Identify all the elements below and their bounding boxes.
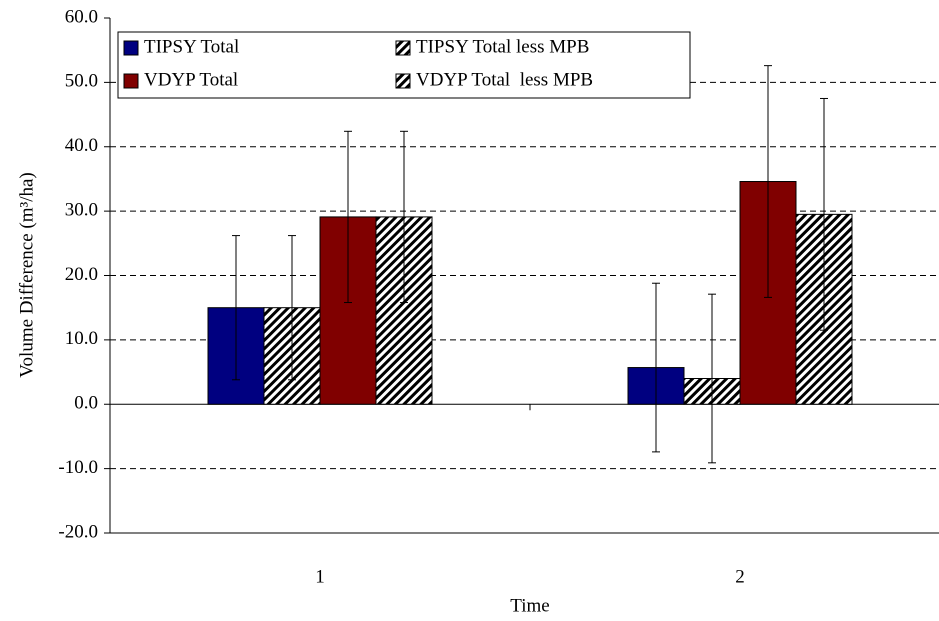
y-tick-label: 40.0 — [65, 135, 98, 156]
y-tick-label: 60.0 — [65, 6, 98, 27]
y-tick-label: -20.0 — [58, 521, 98, 542]
legend-label: VDYP Total — [144, 69, 238, 90]
y-tick-label: 20.0 — [65, 264, 98, 285]
x-axis-title: Time — [510, 595, 549, 616]
y-tick-label: 50.0 — [65, 71, 98, 92]
x-tick-label: 1 — [315, 566, 325, 587]
x-tick-label: 2 — [735, 566, 745, 587]
y-tick-label: 0.0 — [74, 393, 98, 414]
y-tick-label: -10.0 — [58, 457, 98, 478]
legend-label: VDYP Total less MPB — [416, 69, 593, 90]
legend-label: TIPSY Total — [144, 36, 239, 57]
y-tick-label: 30.0 — [65, 199, 98, 220]
legend-swatch — [123, 73, 139, 89]
legend-label: TIPSY Total less MPB — [416, 36, 589, 57]
y-tick-label: 10.0 — [65, 328, 98, 349]
y-axis-title: Volume Difference (m³/ha) — [16, 172, 37, 377]
legend-swatch — [395, 40, 411, 56]
legend-swatch — [123, 40, 139, 56]
legend-swatch — [395, 73, 411, 89]
